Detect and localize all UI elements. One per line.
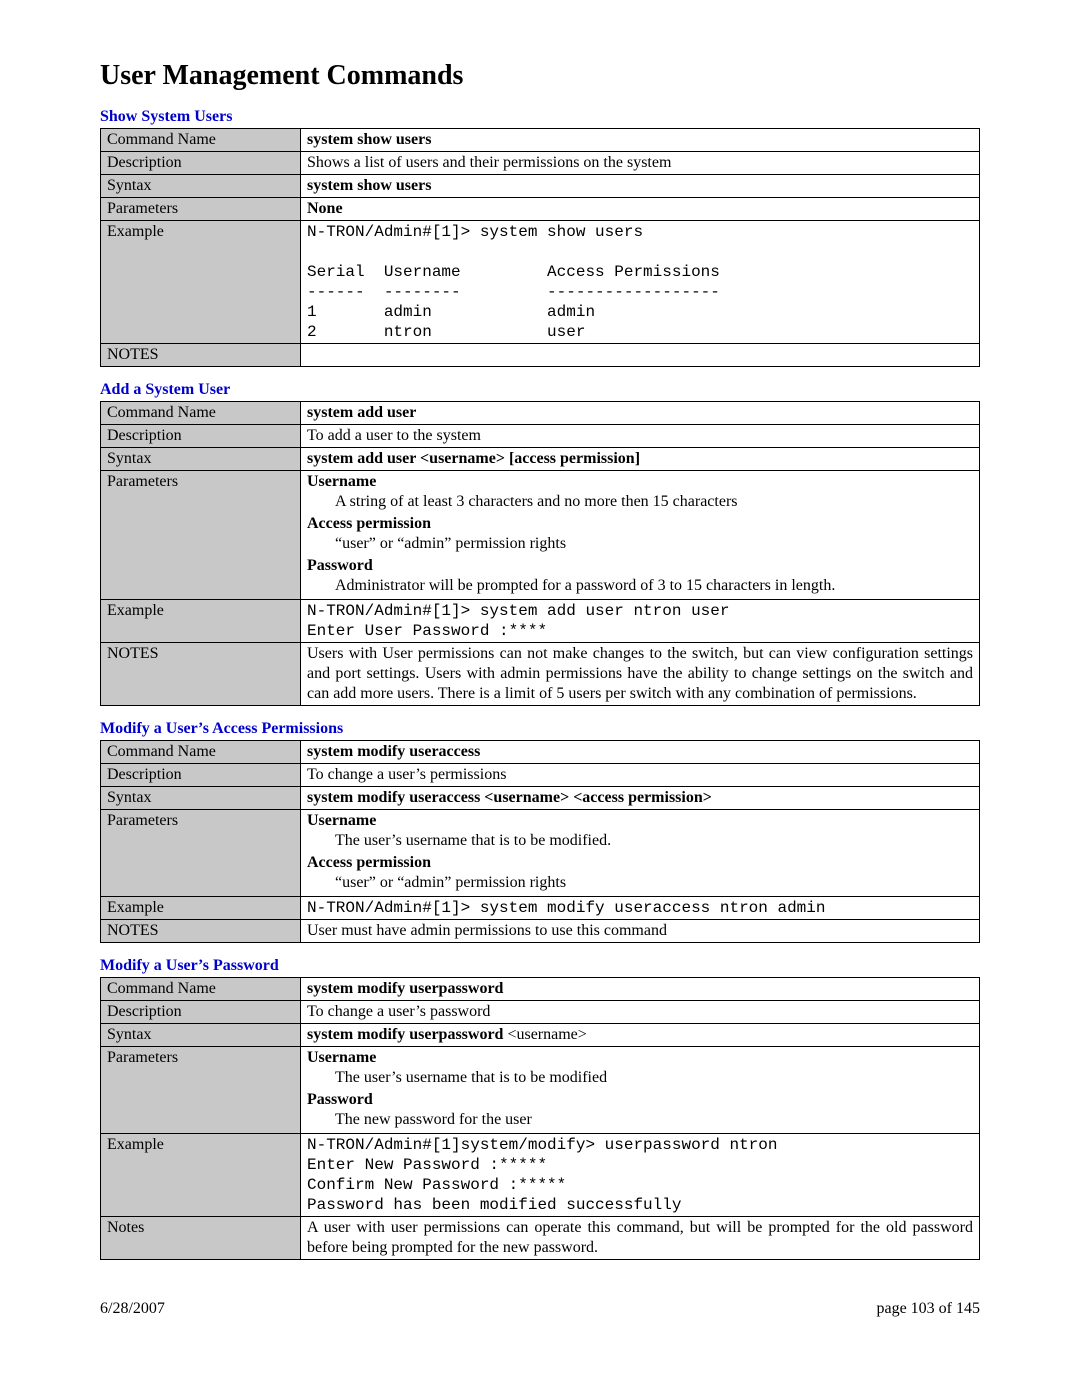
label-notes: NOTES — [101, 344, 301, 367]
label-example: Example — [101, 221, 301, 344]
value-parameters: Username The user’s username that is to b… — [301, 1047, 980, 1134]
table-add-user: Command Name system add user Description… — [100, 401, 980, 706]
value-description: To add a user to the system — [301, 425, 980, 448]
label-syntax: Syntax — [101, 1024, 301, 1047]
label-command-name: Command Name — [101, 978, 301, 1001]
syntax-text: system add user <username> [access permi… — [307, 450, 640, 467]
label-example: Example — [101, 1134, 301, 1217]
footer-page: page 103 of 145 — [876, 1300, 980, 1318]
section-title-modify-password: Modify a User’s Password — [100, 957, 980, 975]
label-description: Description — [101, 152, 301, 175]
label-description: Description — [101, 1001, 301, 1024]
value-command-name: system show users — [301, 129, 980, 152]
label-example: Example — [101, 897, 301, 920]
param-desc: “user” or “admin” permission rights — [307, 873, 973, 893]
footer-date: 6/28/2007 — [100, 1300, 165, 1318]
table-show-users: Command Name system show users Descripti… — [100, 128, 980, 367]
value-syntax: system modify userpassword <username> — [301, 1024, 980, 1047]
param-desc: The user’s username that is to be modifi… — [307, 1068, 973, 1088]
param-name: Password — [307, 557, 373, 574]
label-parameters: Parameters — [101, 1047, 301, 1134]
value-description: To change a user’s permissions — [301, 764, 980, 787]
value-example: N-TRON/Admin#[1]> system modify useracce… — [301, 897, 980, 920]
label-command-name: Command Name — [101, 129, 301, 152]
value-notes — [301, 344, 980, 367]
param-name: Access permission — [307, 854, 431, 871]
label-description: Description — [101, 425, 301, 448]
value-parameters: Username A string of at least 3 character… — [301, 471, 980, 600]
label-description: Description — [101, 764, 301, 787]
value-example: N-TRON/Admin#[1]> system add user ntron … — [301, 600, 980, 643]
value-notes: User must have admin permissions to use … — [301, 920, 980, 943]
value-command-name: system add user — [301, 402, 980, 425]
label-parameters: Parameters — [101, 810, 301, 897]
param-desc: The new password for the user — [307, 1110, 973, 1130]
param-desc: The user’s username that is to be modifi… — [307, 831, 973, 851]
section-title-add-user: Add a System User — [100, 381, 980, 399]
label-example: Example — [101, 600, 301, 643]
value-parameters: Username The user’s username that is to b… — [301, 810, 980, 897]
value-example: N-TRON/Admin#[1]system/modify> userpassw… — [301, 1134, 980, 1217]
label-syntax: Syntax — [101, 175, 301, 198]
param-name: Username — [307, 473, 376, 490]
syntax-prefix: system modify userpassword — [307, 1026, 507, 1043]
label-notes: Notes — [101, 1217, 301, 1260]
label-syntax: Syntax — [101, 448, 301, 471]
footer: 6/28/2007 page 103 of 145 — [100, 1300, 980, 1318]
label-command-name: Command Name — [101, 741, 301, 764]
value-command-name: system modify userpassword — [301, 978, 980, 1001]
label-parameters: Parameters — [101, 198, 301, 221]
section-title-show-users: Show System Users — [100, 108, 980, 126]
value-notes: A user with user permissions can operate… — [301, 1217, 980, 1260]
value-syntax: system modify useraccess <username> <acc… — [301, 787, 980, 810]
table-modify-password: Command Name system modify userpassword … — [100, 977, 980, 1260]
label-parameters: Parameters — [101, 471, 301, 600]
value-description: Shows a list of users and their permissi… — [301, 152, 980, 175]
param-name: Access permission — [307, 515, 431, 532]
page-title: User Management Commands — [100, 60, 980, 92]
param-name: Username — [307, 1049, 376, 1066]
value-parameters: None — [301, 198, 980, 221]
value-example: N-TRON/Admin#[1]> system show users Seri… — [301, 221, 980, 344]
value-description: To change a user’s password — [301, 1001, 980, 1024]
value-syntax: system add user <username> [access permi… — [301, 448, 980, 471]
syntax-suffix: <username> — [507, 1026, 586, 1043]
label-command-name: Command Name — [101, 402, 301, 425]
value-syntax: system show users — [301, 175, 980, 198]
param-name: Password — [307, 1091, 373, 1108]
param-name: Username — [307, 812, 376, 829]
value-notes: Users with User permissions can not make… — [301, 643, 980, 706]
table-modify-access: Command Name system modify useraccess De… — [100, 740, 980, 943]
section-title-modify-access: Modify a User’s Access Permissions — [100, 720, 980, 738]
label-notes: NOTES — [101, 920, 301, 943]
param-desc: Administrator will be prompted for a pas… — [307, 576, 973, 596]
param-desc: A string of at least 3 characters and no… — [307, 492, 973, 512]
value-command-name: system modify useraccess — [301, 741, 980, 764]
label-notes: NOTES — [101, 643, 301, 706]
label-syntax: Syntax — [101, 787, 301, 810]
param-desc: “user” or “admin” permission rights — [307, 534, 973, 554]
